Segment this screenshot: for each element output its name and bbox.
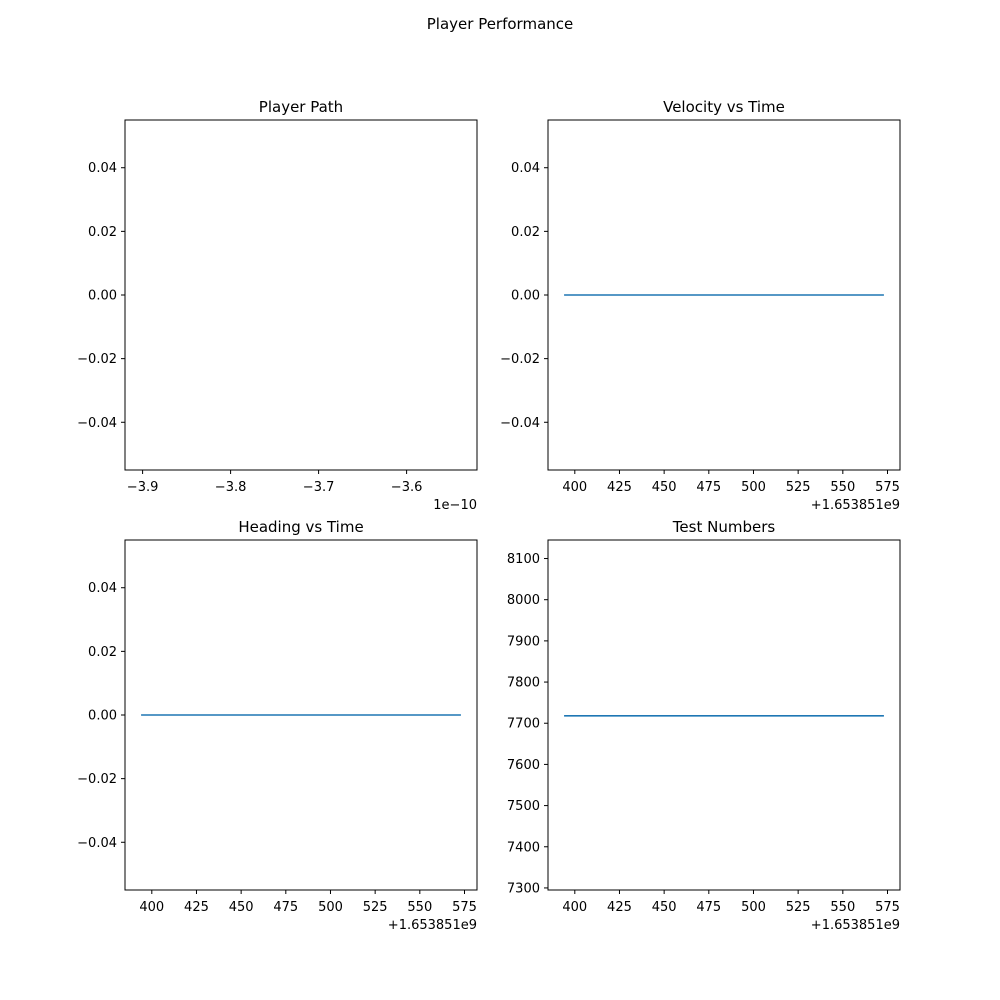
x-tick-label: 450 (229, 900, 254, 915)
y-tick-label: −0.04 (77, 416, 117, 431)
y-tick-label: 7500 (507, 799, 540, 814)
x-tick-label: 475 (696, 900, 721, 915)
x-tick-label: 475 (273, 900, 298, 915)
x-tick-label: 400 (139, 900, 164, 915)
x-tick-label: 575 (875, 900, 900, 915)
subplot-heading-vs-time: Heading vs Time 400 425 450 475 500 525 550 575 −… (77, 518, 478, 933)
y-tick-label: 0.00 (511, 289, 540, 304)
y-tick-label: 0.00 (88, 709, 117, 724)
y-tick-label: −0.02 (77, 352, 117, 367)
subplot-test-numbers: Test Numbers 400 425 450 475 500 525 550 575 7300… (507, 518, 901, 933)
subplot-title: Test Numbers (672, 518, 776, 536)
subplot-title: Player Path (259, 98, 343, 116)
axes-frame (547, 539, 901, 891)
x-offset-text: +1.653851e9 (811, 918, 900, 933)
y-tick-label: 7600 (507, 758, 540, 773)
y-tick-label: 0.02 (88, 645, 117, 660)
x-tick-label: −3.9 (127, 480, 159, 495)
x-offset-text: 1e−10 (433, 498, 477, 513)
x-tick-label: 500 (741, 480, 766, 495)
y-tick-label: 7300 (507, 881, 540, 896)
x-tick-label: 550 (407, 900, 432, 915)
subplot-velocity-vs-time: Velocity vs Time 400 425 450 475 500 525 550 575… (500, 98, 901, 513)
x-tick-label: 425 (607, 480, 632, 495)
y-tick-label: −0.04 (77, 836, 117, 851)
x-tick-label: 450 (652, 480, 677, 495)
figure-title: Player Performance (426, 15, 574, 33)
x-tick-label: 400 (562, 900, 587, 915)
y-tick-label: 7700 (507, 717, 540, 732)
x-tick-label: 575 (452, 900, 477, 915)
y-tick-label: 0.04 (511, 161, 540, 176)
y-tick-label: −0.02 (77, 772, 117, 787)
x-tick-label: 425 (607, 900, 632, 915)
y-tick-label: −0.02 (500, 352, 540, 367)
subplot-title: Velocity vs Time (663, 98, 785, 116)
x-offset-text: +1.653851e9 (811, 498, 900, 513)
x-tick-label: 450 (652, 900, 677, 915)
y-tick-label: 0.04 (88, 581, 117, 596)
x-tick-label: 500 (318, 900, 343, 915)
y-tick-label: 8000 (507, 593, 540, 608)
y-tick-label: 0.04 (88, 161, 117, 176)
x-tick-label: −3.6 (391, 480, 423, 495)
x-tick-label: 575 (875, 480, 900, 495)
x-tick-label: 475 (696, 480, 721, 495)
x-tick-label: 525 (786, 900, 811, 915)
x-tick-label: −3.7 (303, 480, 335, 495)
y-tick-label: 0.02 (511, 225, 540, 240)
subplot-title: Heading vs Time (238, 518, 363, 536)
x-tick-label: 550 (830, 900, 855, 915)
y-tick-label: 0.00 (88, 289, 117, 304)
y-tick-label: 7800 (507, 676, 540, 691)
x-tick-label: 500 (741, 900, 766, 915)
x-tick-label: −3.8 (215, 480, 247, 495)
y-tick-label: 0.02 (88, 225, 117, 240)
y-tick-label: 7400 (507, 840, 540, 855)
y-tick-label: 8100 (507, 552, 540, 567)
x-tick-label: 425 (184, 900, 209, 915)
x-tick-label: 550 (830, 480, 855, 495)
x-tick-label: 400 (562, 480, 587, 495)
subplot-player-path: Player Path −3.9 −3.8 −3.7 −3.6 −0.04 −0.02 0.0… (77, 98, 478, 513)
x-tick-label: 525 (786, 480, 811, 495)
axes-frame (124, 119, 478, 471)
y-tick-label: 7900 (507, 634, 540, 649)
x-offset-text: +1.653851e9 (388, 918, 477, 933)
x-tick-label: 525 (363, 900, 388, 915)
y-tick-label: −0.04 (500, 416, 540, 431)
